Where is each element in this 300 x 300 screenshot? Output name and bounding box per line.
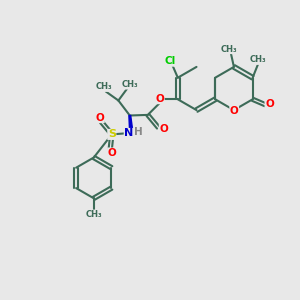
Text: CH₃: CH₃ <box>122 80 138 89</box>
Text: H: H <box>134 127 143 137</box>
Text: N: N <box>124 128 134 139</box>
Text: O: O <box>108 148 116 158</box>
Text: O: O <box>265 99 274 109</box>
Text: Cl: Cl <box>164 56 175 66</box>
Text: O: O <box>230 106 239 116</box>
Text: O: O <box>95 112 104 123</box>
Polygon shape <box>129 116 133 132</box>
Text: CH₃: CH₃ <box>220 45 237 54</box>
Text: CH₃: CH₃ <box>96 82 112 91</box>
Text: S: S <box>108 129 116 140</box>
Text: O: O <box>155 94 164 104</box>
Text: O: O <box>159 124 168 134</box>
Text: CH₃: CH₃ <box>250 56 267 64</box>
Text: CH₃: CH₃ <box>85 210 102 219</box>
